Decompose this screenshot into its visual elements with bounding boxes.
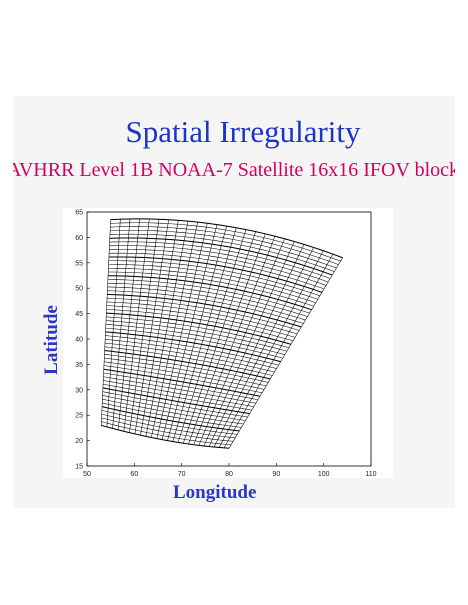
slide: Spatial Irregularity AVHRR Level 1B NOAA…: [13, 96, 455, 508]
block-row-separator: [107, 293, 302, 328]
chart: 50 60 70 80 90 100 110 15 20 25 30 35 40 45 50 55 60 65: [63, 208, 393, 478]
x-tick-label: 60: [130, 471, 138, 478]
block-boundary: [129, 219, 160, 433]
x-tick-label: 110: [365, 471, 376, 478]
block-row-separator: [104, 350, 271, 380]
y-tick-label: 50: [75, 286, 83, 293]
slide-subtitle: AVHRR Level 1B NOAA-7 Satellite 16x16 IF…: [13, 159, 455, 181]
block-row-separator: [106, 312, 292, 345]
block-boundary: [117, 218, 140, 430]
x-axis-label: Longitude: [173, 482, 257, 503]
block-boundary: [203, 241, 295, 447]
block-boundary: [198, 238, 285, 446]
slide-title: Spatial Irregularity: [125, 114, 361, 149]
block-row-separator: [108, 275, 312, 311]
block-boundary: [134, 219, 169, 434]
block-row-separator: [109, 237, 333, 276]
x-tick-label: 70: [178, 471, 186, 478]
block-boundary: [177, 229, 247, 443]
y-tick-label: 65: [75, 210, 83, 217]
y-tick-label: 55: [75, 260, 83, 267]
block-boundary: [223, 253, 334, 449]
block-boundary: [145, 221, 189, 437]
y-tick-label: 30: [75, 387, 83, 394]
block-row-separator: [103, 368, 261, 397]
block-boundary: [188, 233, 266, 445]
block-row-separator: [105, 331, 281, 363]
y-tick-label: 15: [75, 464, 83, 471]
block-boundary: [193, 236, 276, 445]
block-row-separator: [110, 218, 343, 259]
block-row-separator: [101, 406, 240, 432]
x-tick-label: 90: [272, 471, 280, 478]
block-boundary: [218, 250, 324, 448]
block-row-separator: [102, 387, 250, 415]
block-boundary: [100, 219, 111, 426]
y-tick-label: 20: [75, 438, 83, 445]
block-row-separator: [108, 256, 323, 293]
block-boundary: [123, 218, 150, 432]
block-boundary: [112, 218, 131, 429]
block-boundary: [167, 226, 227, 441]
swath-grid: [100, 218, 343, 449]
block-boundary: [106, 219, 121, 427]
y-tick-label: 45: [75, 311, 83, 318]
block-boundary: [172, 227, 237, 442]
block-boundary: [183, 231, 256, 444]
y-tick-label: 60: [75, 235, 83, 242]
block-row-separator: [101, 424, 230, 449]
block-boundary: [228, 257, 343, 449]
block-boundary: [208, 244, 305, 447]
axis-ticks: 50 60 70 80 90 100 110 15 20 25 30 35 40 45 50 55 60 65: [75, 210, 376, 479]
block-boundary: [140, 220, 179, 436]
y-tick-label: 35: [75, 362, 83, 369]
y-tick-label: 25: [75, 413, 83, 420]
y-tick-label: 40: [75, 337, 83, 344]
y-axis-label: Latitude: [41, 305, 62, 375]
block-boundary: [151, 222, 198, 438]
block-boundary: [161, 224, 218, 440]
block-boundary: [156, 223, 208, 439]
block-boundary: [213, 247, 314, 448]
x-tick-label: 80: [225, 471, 233, 478]
x-tick-label: 100: [318, 471, 330, 478]
x-tick-label: 50: [83, 471, 91, 478]
